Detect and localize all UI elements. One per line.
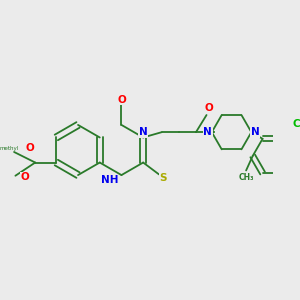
Text: N: N <box>251 127 260 137</box>
Text: S: S <box>159 173 167 183</box>
Text: NH: NH <box>101 176 119 185</box>
Text: N: N <box>203 127 212 137</box>
Text: N: N <box>139 127 148 137</box>
Text: O: O <box>26 143 34 153</box>
Text: O: O <box>205 103 214 113</box>
Text: O: O <box>117 95 126 105</box>
Text: CH₃: CH₃ <box>238 172 254 182</box>
Text: methyl: methyl <box>0 146 18 151</box>
Text: O: O <box>20 172 29 182</box>
Text: Cl: Cl <box>292 119 300 129</box>
